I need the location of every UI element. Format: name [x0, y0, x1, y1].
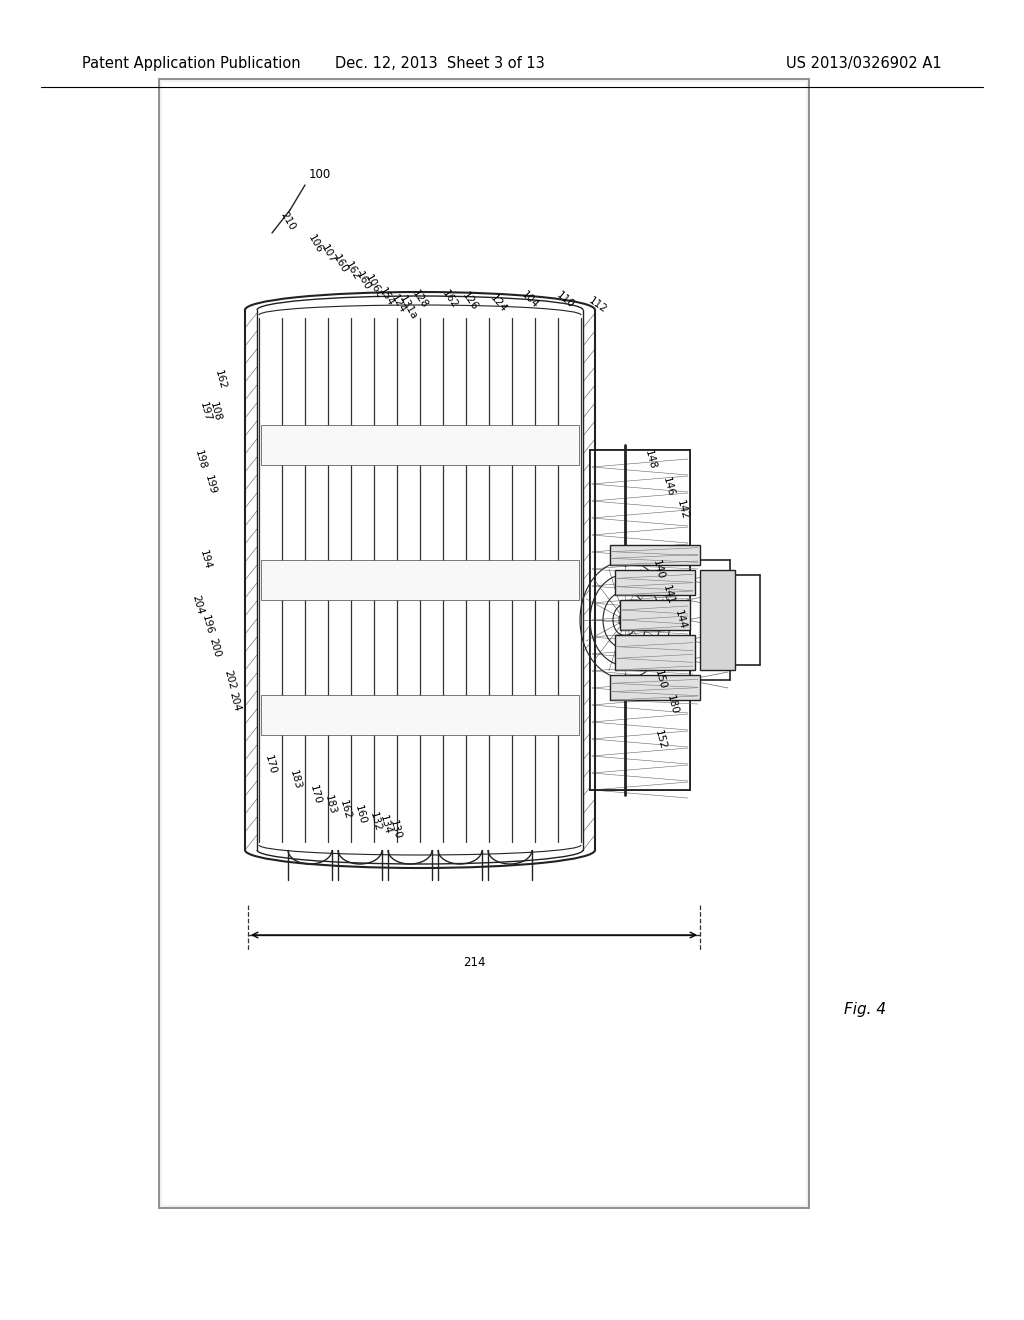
Text: 204: 204	[227, 692, 243, 713]
Text: 162: 162	[440, 288, 460, 310]
Bar	[615, 570, 695, 595]
Text: 204: 204	[190, 594, 206, 616]
Text: 150: 150	[652, 669, 668, 690]
Text: 148: 148	[643, 449, 657, 471]
Text: 183: 183	[288, 770, 302, 791]
Text: 107: 107	[318, 243, 337, 265]
Text: 128: 128	[411, 288, 430, 310]
Text: 170: 170	[307, 784, 323, 805]
Bar	[261, 425, 579, 465]
Text: 200: 200	[208, 638, 222, 659]
Text: 198: 198	[193, 449, 208, 471]
Text: 140: 140	[650, 560, 666, 581]
Text: 112: 112	[587, 296, 609, 315]
Text: 106: 106	[306, 232, 325, 255]
Text: 104: 104	[519, 289, 541, 310]
Bar	[590, 450, 690, 789]
Bar	[620, 601, 690, 630]
Text: 170: 170	[262, 754, 278, 776]
Text: 124: 124	[487, 293, 508, 315]
Bar	[700, 570, 735, 671]
Text: 199: 199	[203, 474, 217, 496]
Text: 183: 183	[323, 795, 337, 816]
Bar	[162, 82, 806, 1205]
Bar	[261, 696, 579, 735]
Text: 160: 160	[352, 804, 368, 826]
Text: 197: 197	[198, 401, 212, 422]
Text: 141: 141	[660, 585, 676, 606]
Text: 106c: 106c	[364, 273, 385, 300]
Text: 162: 162	[343, 260, 361, 282]
Text: 108: 108	[208, 401, 222, 422]
Text: 194: 194	[198, 549, 212, 570]
Text: US 2013/0326902 A1: US 2013/0326902 A1	[786, 55, 942, 71]
Text: 131a: 131a	[397, 294, 419, 322]
Text: Patent Application Publication: Patent Application Publication	[82, 55, 301, 71]
Text: 142: 142	[675, 499, 689, 521]
Text: 196: 196	[200, 614, 214, 636]
Bar	[615, 635, 695, 671]
Text: 160: 160	[353, 269, 373, 292]
Text: 152: 152	[652, 729, 668, 751]
Text: 124: 124	[389, 293, 408, 315]
Text: 202: 202	[222, 669, 238, 690]
Text: 162: 162	[213, 370, 227, 391]
Text: 130: 130	[388, 820, 402, 841]
Bar	[610, 545, 700, 565]
Text: 100: 100	[309, 169, 331, 181]
Text: 162: 162	[338, 799, 352, 821]
Text: 126: 126	[460, 290, 480, 312]
Bar	[610, 675, 700, 700]
Bar	[261, 560, 579, 601]
Text: 154: 154	[377, 286, 395, 308]
Text: 110: 110	[554, 289, 575, 310]
Text: 180: 180	[665, 694, 679, 715]
Text: Dec. 12, 2013  Sheet 3 of 13: Dec. 12, 2013 Sheet 3 of 13	[336, 55, 545, 71]
Text: 160: 160	[331, 253, 349, 275]
Text: 132: 132	[368, 810, 382, 833]
Text: 214: 214	[463, 957, 485, 969]
Text: 146: 146	[660, 477, 676, 498]
Bar	[590, 450, 690, 789]
Text: Fig. 4: Fig. 4	[844, 1002, 887, 1018]
Text: 144: 144	[673, 609, 687, 631]
Bar	[159, 79, 809, 1208]
Text: 210: 210	[279, 210, 297, 232]
Text: 134: 134	[378, 814, 392, 836]
Bar	[590, 450, 690, 789]
